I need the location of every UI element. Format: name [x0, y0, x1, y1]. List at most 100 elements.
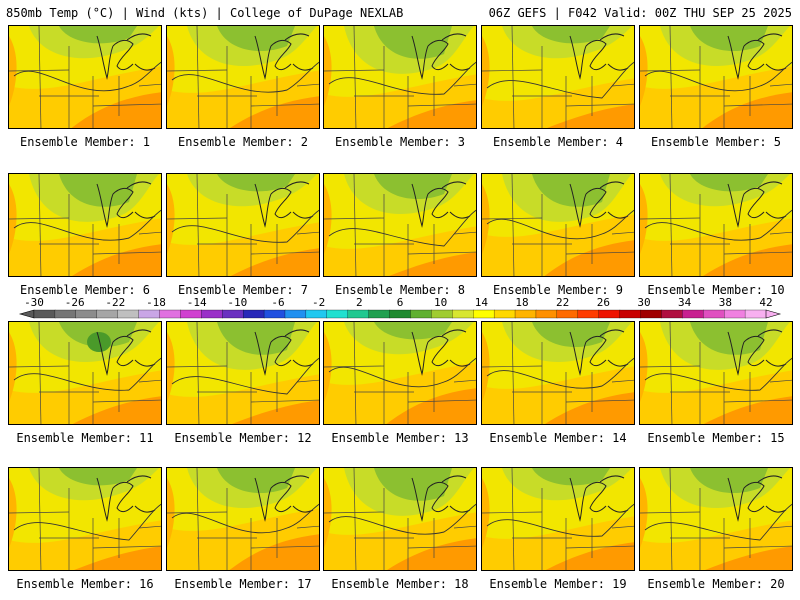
- temperature-map: [482, 322, 634, 424]
- ensemble-map-panel: [481, 467, 635, 571]
- ensemble-map-panel: [639, 321, 793, 425]
- colorbar-segment: [724, 309, 746, 319]
- ensemble-member-label: Ensemble Member: 1: [19, 135, 151, 149]
- colorbar-segment: [598, 309, 621, 319]
- colorbar-segment: [682, 309, 704, 319]
- colorbar-tick-label: 18: [515, 296, 528, 309]
- ensemble-member-label: Ensemble Member: 5: [650, 135, 782, 149]
- colorbar-tick-label: 34: [678, 296, 692, 309]
- ensemble-map-panel: [481, 321, 635, 425]
- colorbar-segment: [556, 309, 579, 319]
- colorbar-segment: [619, 309, 642, 319]
- ensemble-map-panel: [8, 321, 162, 425]
- colorbar-segment: [201, 309, 223, 319]
- colorbar-segment: [326, 309, 349, 319]
- temperature-map: [9, 174, 161, 276]
- temperature-colorbar: -30 -26 -22 -18 -14 -10 -6 -2 2 6 10 14 18 22 26 30 34 38…: [18, 296, 782, 319]
- colorbar-segment: [75, 309, 98, 319]
- colorbar-right-arrow: [765, 309, 782, 319]
- colorbar-segment: [284, 309, 307, 319]
- colorbar-segment: [473, 309, 495, 319]
- colorbar-tick-label: 14: [475, 296, 489, 309]
- colorbar-segment: [263, 309, 286, 319]
- colorbar-segment: [577, 309, 600, 319]
- ensemble-member-label: Ensemble Member: 12: [174, 431, 312, 445]
- colorbar-left-arrow: [18, 309, 35, 319]
- colorbar-tick-label: -10: [227, 296, 247, 309]
- colorbar-segment: [640, 309, 663, 319]
- colorbar-segment: [222, 309, 244, 319]
- colorbar-segment: [305, 309, 328, 319]
- ensemble-member-label: Ensemble Member: 10: [647, 283, 785, 297]
- temperature-map: [640, 322, 792, 424]
- ensemble-map-panel: [639, 467, 793, 571]
- temperature-map: [9, 322, 161, 424]
- ensemble-member-label: Ensemble Member: 18: [331, 577, 469, 591]
- colorbar-segment: [452, 309, 474, 319]
- temperature-map: [167, 322, 319, 424]
- ensemble-member-label: Ensemble Member: 6: [19, 283, 151, 297]
- colorbar-tick-label: -18: [146, 296, 166, 309]
- ensemble-member-label: Ensemble Member: 11: [16, 431, 154, 445]
- colorbar-tick-label: -6: [271, 296, 284, 309]
- ensemble-map-panel: [639, 25, 793, 129]
- temperature-map: [324, 174, 476, 276]
- temperature-map: [482, 26, 634, 128]
- ensemble-member-label: Ensemble Member: 8: [334, 283, 466, 297]
- ensemble-member-label: Ensemble Member: 7: [177, 283, 309, 297]
- ensemble-member-label: Ensemble Member: 20: [647, 577, 785, 591]
- colorbar-tick-label: 10: [434, 296, 447, 309]
- temperature-map: [324, 468, 476, 570]
- colorbar-tick-label: -30: [24, 296, 44, 309]
- colorbar-segment: [389, 309, 412, 319]
- colorbar-tick-label: 22: [556, 296, 569, 309]
- colorbar-segment: [493, 309, 516, 319]
- ensemble-map-panel: [166, 321, 320, 425]
- colorbar-tick-label: 42: [759, 296, 772, 309]
- colorbar-tick-label: -2: [312, 296, 325, 309]
- temperature-map: [324, 26, 476, 128]
- temperature-map: [324, 322, 476, 424]
- colorbar-tick-label: 6: [397, 296, 404, 309]
- colorbar-segment: [117, 309, 140, 319]
- ensemble-map-panel: [323, 25, 477, 129]
- ensemble-map-panel: [166, 173, 320, 277]
- ensemble-map-panel: [8, 467, 162, 571]
- colorbar-tick-label: 30: [637, 296, 650, 309]
- temperature-map: [640, 174, 792, 276]
- ensemble-member-label: Ensemble Member: 19: [489, 577, 627, 591]
- temperature-map: [167, 468, 319, 570]
- model-run-info: 06Z GEFS | F042 Valid: 00Z THU SEP 25 20…: [488, 6, 792, 20]
- ensemble-map-panel: [481, 173, 635, 277]
- temperature-map: [167, 174, 319, 276]
- ensemble-map-panel: [166, 25, 320, 129]
- ensemble-map-panel: [323, 467, 477, 571]
- colorbar-tick-label: 2: [356, 296, 363, 309]
- colorbar-segment: [703, 309, 725, 319]
- colorbar-segment: [410, 309, 433, 319]
- ensemble-member-label: Ensemble Member: 16: [16, 577, 154, 591]
- colorbar-segment: [54, 309, 77, 319]
- ensemble-map-panel: [8, 25, 162, 129]
- colorbar-segment: [514, 309, 537, 319]
- chart-title: 850mb Temp (°C) | Wind (kts) | College o…: [6, 6, 404, 20]
- colorbar-segment: [159, 309, 182, 319]
- colorbar-tick-label: 26: [597, 296, 610, 309]
- ensemble-member-label: Ensemble Member: 14: [489, 431, 627, 445]
- colorbar-segment: [431, 309, 453, 319]
- ensemble-member-label: Ensemble Member: 17: [174, 577, 312, 591]
- colorbar-segment: [535, 309, 558, 319]
- colorbar-segment: [33, 309, 56, 319]
- ensemble-member-label: Ensemble Member: 9: [492, 283, 624, 297]
- colorbar-tick-label: 38: [719, 296, 732, 309]
- ensemble-map-panel: [481, 25, 635, 129]
- colorbar-segment: [744, 309, 767, 319]
- colorbar-segment: [242, 309, 265, 319]
- ensemble-member-label: Ensemble Member: 3: [334, 135, 466, 149]
- colorbar-segment: [96, 309, 119, 319]
- temperature-map: [167, 26, 319, 128]
- ensemble-member-label: Ensemble Member: 2: [177, 135, 309, 149]
- ensemble-map-panel: [166, 467, 320, 571]
- colorbar-tick-label: -14: [187, 296, 207, 309]
- colorbar-segment: [138, 309, 161, 319]
